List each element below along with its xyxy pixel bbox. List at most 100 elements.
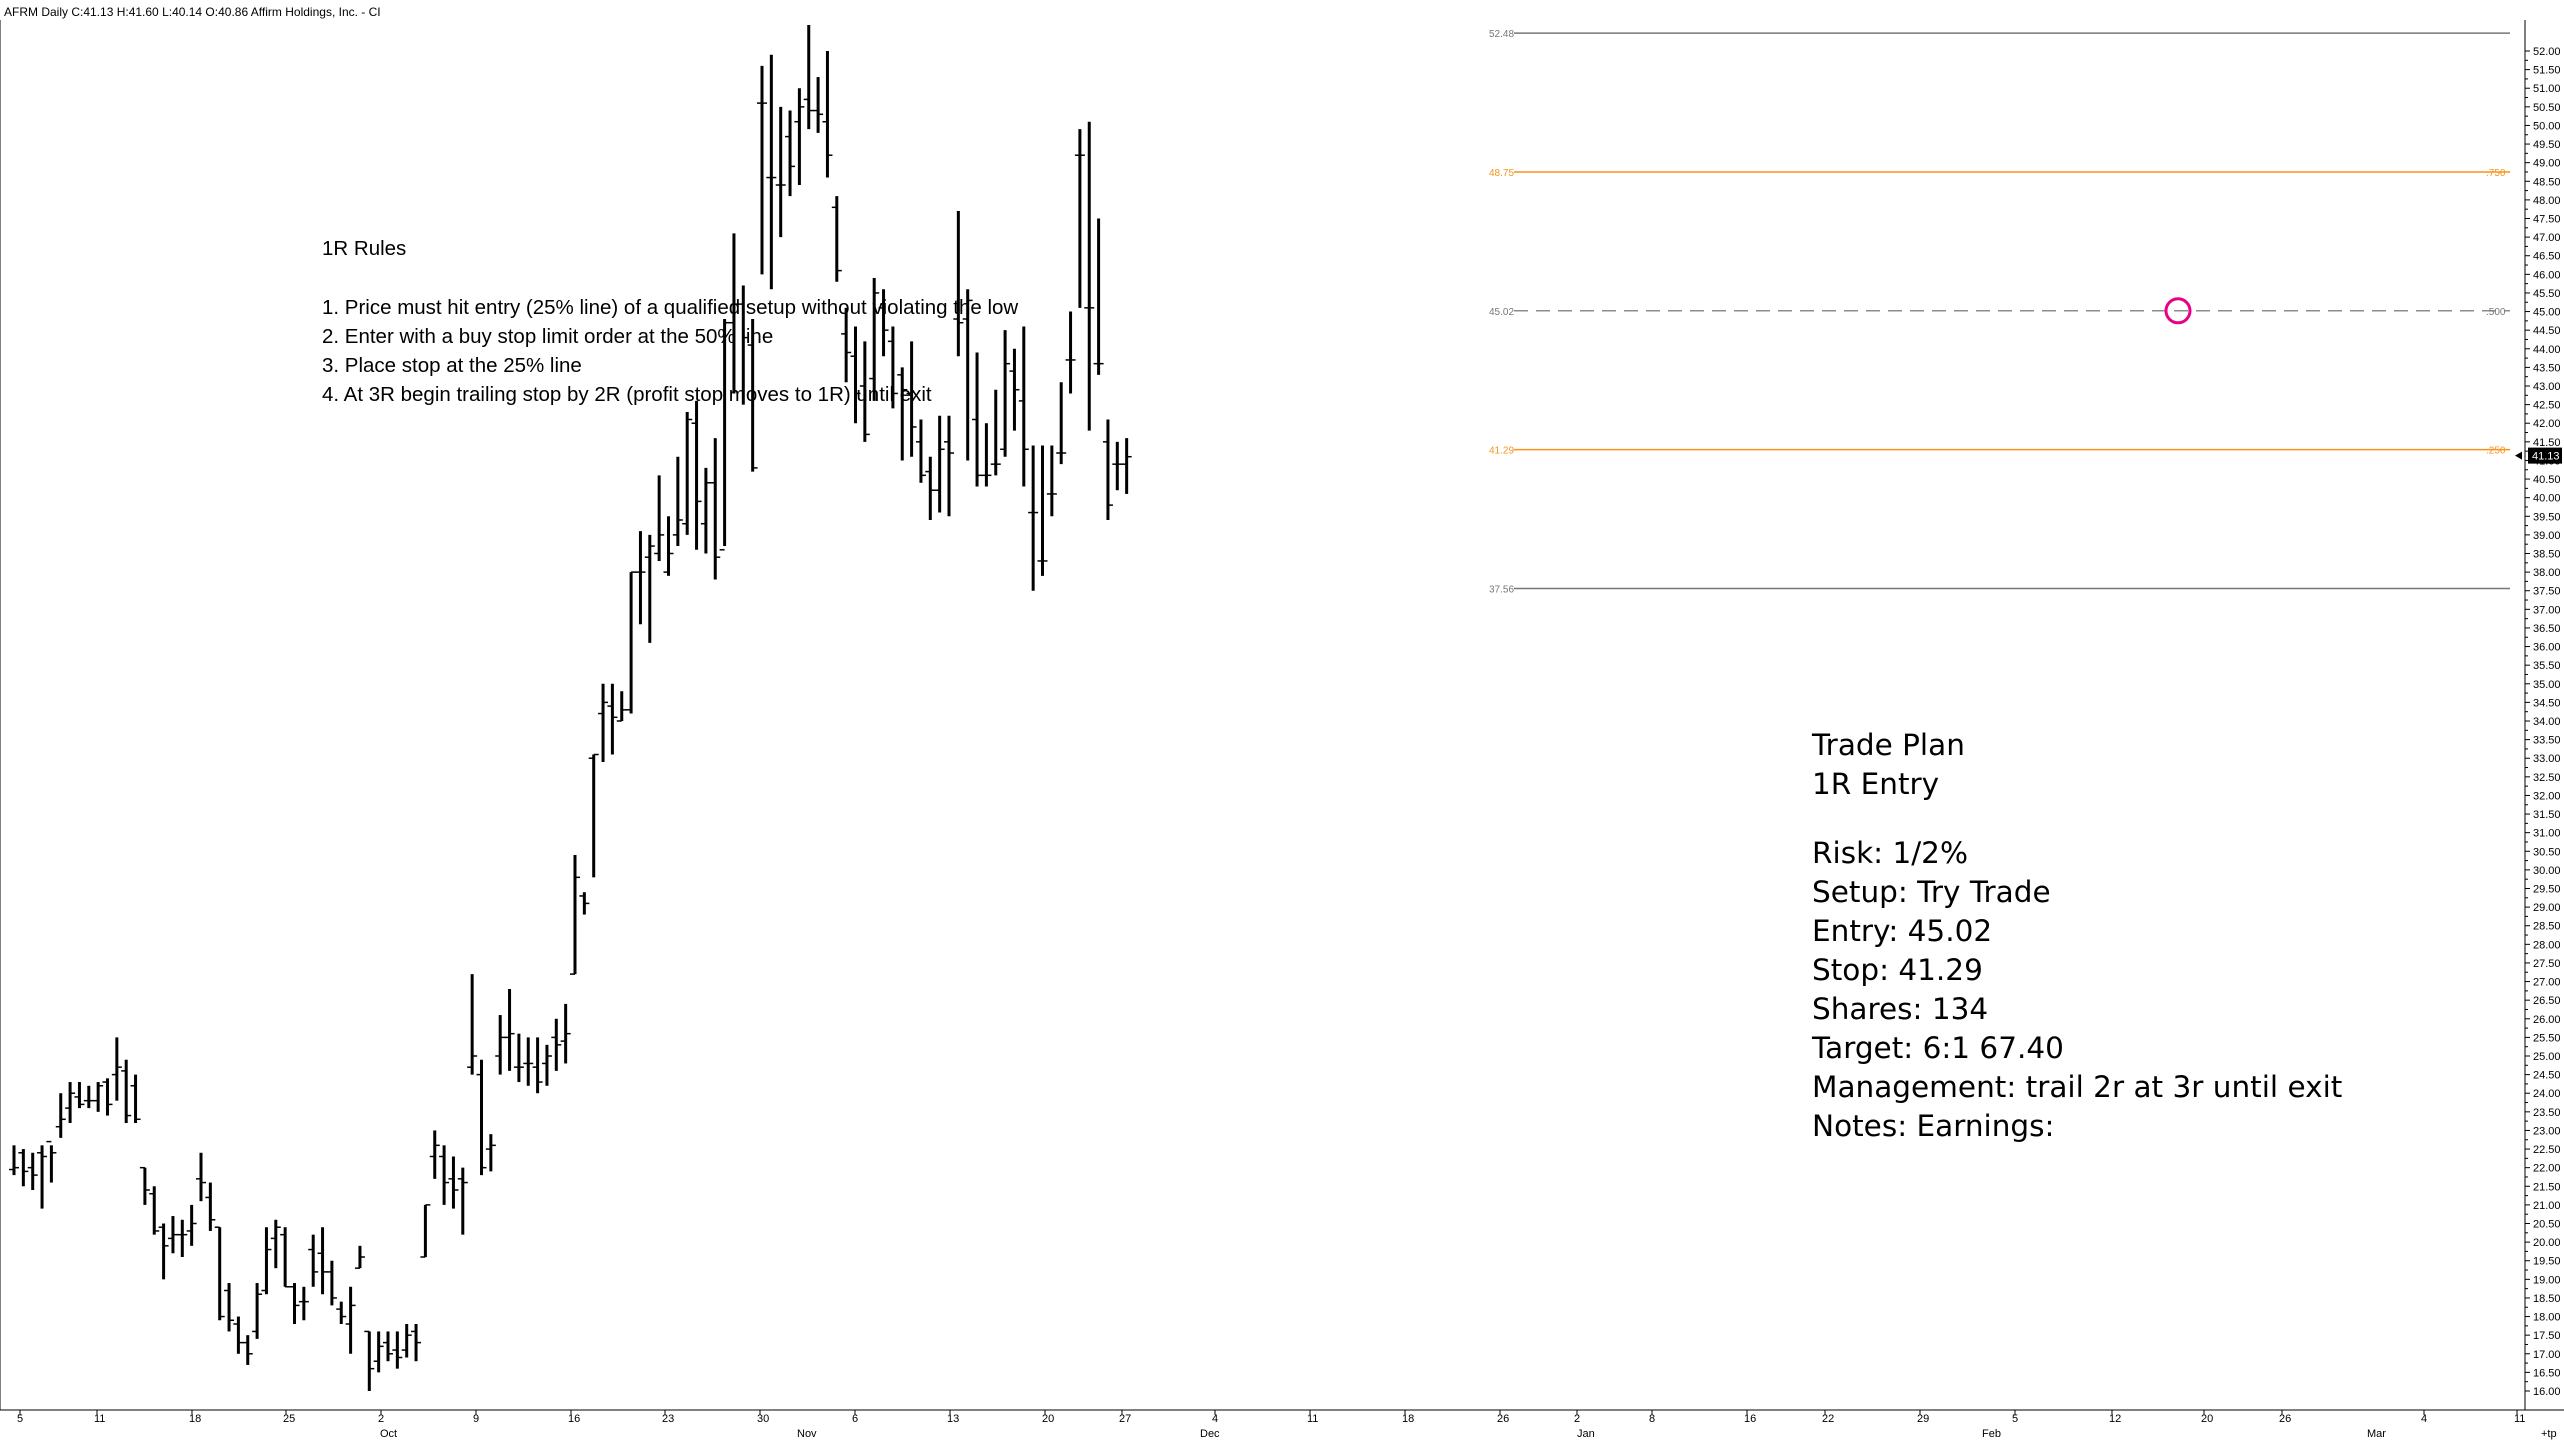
ohlc-bar — [308, 1234, 319, 1287]
y-tick-label: 48.00 — [2533, 195, 2561, 207]
ohlc-bar — [261, 1227, 272, 1295]
x-day-label: 11 — [1307, 1413, 1318, 1425]
ohlc-bar — [579, 892, 590, 915]
y-tick-label: 37.00 — [2533, 604, 2561, 616]
ohlc-bar — [9, 1145, 19, 1176]
ohlc-bar — [878, 289, 889, 357]
ohlc-bar — [598, 683, 609, 762]
ohlc-bar — [990, 389, 1001, 476]
ohlc-bar — [663, 516, 674, 576]
ohlc-bar — [224, 1283, 235, 1332]
x-day-label: 29 — [1917, 1413, 1929, 1425]
ohlc-bar — [383, 1331, 393, 1362]
ohlc-bar — [672, 456, 683, 547]
y-tick-label: 44.50 — [2533, 325, 2561, 337]
ohlc-bar — [65, 1082, 76, 1123]
ohlc-bar — [570, 855, 580, 975]
y-tick-label: 22.00 — [2533, 1163, 2561, 1175]
y-tick-label: 24.50 — [2533, 1070, 2561, 1082]
ohlc-bar — [747, 319, 758, 472]
x-day-label: 2 — [1574, 1413, 1580, 1425]
ohlc-bar — [513, 1033, 524, 1083]
ohlc-bar — [354, 1245, 365, 1269]
plan-management: Management: trail 2r at 3r until exit — [1812, 1070, 2343, 1104]
level-price-label: 52.48 — [1489, 29, 1514, 40]
ohlc-bar — [1018, 326, 1029, 487]
ohlc-bar — [710, 438, 721, 580]
ohlc-bar — [485, 1134, 496, 1172]
ohlc-bar — [588, 753, 599, 878]
chart-axes: 52.0051.5051.0050.5050.0049.5049.0048.50… — [0, 20, 2564, 1440]
y-tick-label: 17.00 — [2533, 1349, 2561, 1361]
ohlc-bar — [205, 1182, 216, 1231]
ohlc-bar — [1112, 441, 1123, 491]
ohlc-bar — [317, 1227, 328, 1295]
ohlc-bar — [495, 1015, 506, 1075]
x-month-label: Jan — [1577, 1428, 1595, 1440]
y-tick-label: 46.00 — [2533, 269, 2561, 281]
y-tick-label: 50.50 — [2533, 102, 2561, 114]
y-tick-label: 45.00 — [2533, 307, 2561, 319]
ohlc-bar — [74, 1082, 85, 1109]
ohlc-bar — [607, 683, 618, 755]
ohlc-bar — [186, 1204, 197, 1246]
y-tick-label: 50.00 — [2533, 120, 2561, 132]
ohlc-bar — [439, 1145, 450, 1205]
ohlc-bar — [158, 1223, 169, 1280]
y-tick-label: 35.00 — [2533, 679, 2561, 691]
y-tick-label: 34.00 — [2533, 716, 2561, 728]
y-tick-label: 46.50 — [2533, 251, 2561, 263]
y-tick-label: 27.00 — [2533, 977, 2561, 989]
ohlc-bar — [1037, 445, 1048, 576]
ohlc-bar — [859, 341, 870, 442]
x-day-label: 4 — [2421, 1413, 2427, 1425]
plan-shares: Shares: 134 — [1812, 992, 1989, 1026]
y-tick-label: 18.00 — [2533, 1312, 2561, 1324]
plan-subtitle: 1R Entry — [1812, 767, 1940, 801]
ohlc-bar — [523, 1037, 534, 1086]
ohlc-bar — [616, 691, 627, 722]
y-tick-label: 37.50 — [2533, 586, 2561, 598]
y-tick-label: 26.00 — [2533, 1014, 2561, 1026]
ohlc-bar — [1028, 445, 1039, 591]
entry-marker — [2164, 297, 2192, 325]
x-day-label: 16 — [568, 1413, 580, 1425]
y-tick-label: 22.50 — [2533, 1144, 2561, 1156]
ohlc-bar — [18, 1149, 29, 1187]
level-price-label: 41.29 — [1489, 446, 1514, 457]
x-day-label: 12 — [2109, 1413, 2121, 1425]
x-day-label: 20 — [2201, 1413, 2213, 1425]
ohlc-bar — [700, 467, 711, 554]
plan-notes: Notes: Earnings: — [1812, 1109, 2055, 1143]
y-tick-label: 45.50 — [2533, 288, 2561, 300]
rules-item: 2. Enter with a buy stop limit order at … — [322, 325, 774, 348]
x-day-label: 6 — [852, 1413, 858, 1425]
y-tick-label: 26.50 — [2533, 995, 2561, 1007]
rules-text-block: 1R Rules 1. Price must hit entry (25% li… — [322, 234, 1018, 409]
chart-header: AFRM Daily C:41.13 H:41.60 L:40.14 O:40.… — [4, 5, 381, 19]
last-price-label: 41.13 — [2532, 451, 2560, 463]
ohlc-bar — [289, 1283, 300, 1324]
y-tick-label: 28.50 — [2533, 921, 2561, 933]
rules-title: 1R Rules — [322, 237, 407, 260]
y-tick-label: 31.00 — [2533, 828, 2561, 840]
ohlc-bar — [83, 1085, 94, 1109]
ohlc-bar — [850, 326, 861, 424]
ohlc-bar — [429, 1130, 440, 1179]
ohlc-bar — [1102, 419, 1113, 520]
y-tick-label: 34.50 — [2533, 697, 2561, 709]
y-tick-label: 23.50 — [2533, 1107, 2561, 1119]
ohlc-bars — [9, 24, 1132, 1391]
ohlc-bar — [785, 110, 796, 197]
ohlc-bar — [915, 419, 926, 483]
x-day-label: 23 — [662, 1413, 674, 1425]
y-tick-label: 16.00 — [2533, 1386, 2561, 1398]
ohlc-bar — [111, 1037, 122, 1101]
ohlc-bar — [719, 319, 730, 551]
x-month-label: Feb — [1982, 1428, 2001, 1440]
x-day-label: 9 — [473, 1413, 479, 1425]
ohlc-bar — [37, 1145, 48, 1209]
ohlc-bar — [925, 456, 936, 520]
ohlc-bar — [196, 1152, 206, 1202]
